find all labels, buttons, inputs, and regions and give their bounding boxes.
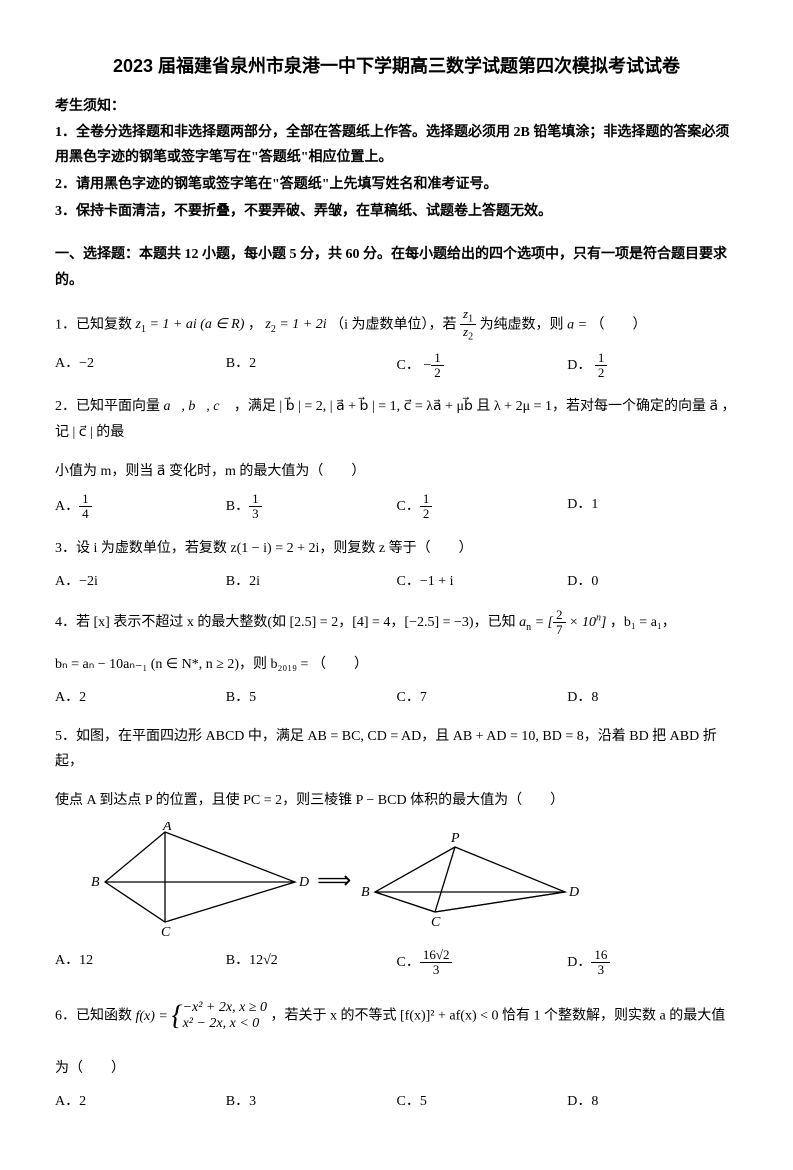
q1-stem-a: 1．已知复数	[55, 317, 136, 332]
fig-arrow: ⟹	[317, 868, 351, 894]
question-4: 4．若 [x] 表示不超过 x 的最大整数(如 [2.5] = 2，[4] = …	[55, 608, 738, 638]
q1-opt-c: C． −12	[397, 351, 568, 381]
q1-opt-a: A．−2	[55, 351, 226, 381]
q4-stem-b: ，b₁ = a₁，	[610, 615, 676, 630]
question-5-line2: 使点 A 到达点 P 的位置，且使 PC = 2，则三棱锥 P − BCD 体积…	[55, 788, 738, 813]
q4-options: A．2 B．5 C．7 D．8	[55, 685, 738, 710]
q2-opt-b-label: B．	[226, 499, 249, 514]
q4-opt-b: B．5	[226, 685, 397, 710]
q6-opt-a: A．2	[55, 1089, 226, 1114]
fig-right-B: B	[361, 885, 370, 900]
question-6: 6．已知函数 f(x) = { −x² + 2x, x ≥ 0 x² − 2x,…	[55, 991, 738, 1041]
fig-left-A: A	[162, 822, 172, 834]
q3-opt-a: A．−2i	[55, 569, 226, 594]
fig-left-C: C	[161, 925, 171, 940]
q1-opt-c-label: C．	[397, 358, 420, 373]
q5-opt-b: B．12√2	[226, 948, 397, 978]
q5-opt-d-label: D．	[567, 955, 591, 970]
q6-stem-a: 6．已知函数	[55, 1009, 136, 1024]
q3-opt-b: B．2i	[226, 569, 397, 594]
q5-opt-b-label: B．	[226, 953, 249, 968]
q2-opt-c: C．12	[397, 492, 568, 522]
q4-opt-c: C．7	[397, 685, 568, 710]
q2-opt-d: D．1	[567, 492, 738, 522]
question-3: 3．设 i 为虚数单位，若复数 z(1 − i) = 2 + 2i，则复数 z …	[55, 536, 738, 561]
notice-header: 考生须知：	[55, 94, 738, 119]
exam-title: 2023 届福建省泉州市泉港一中下学期高三数学试题第四次模拟考试试卷	[55, 50, 738, 82]
q1-opt-d: D． 12	[567, 351, 738, 381]
q2-opt-b: B．13	[226, 492, 397, 522]
q1-stem-b: （i 为虚数单位），若	[330, 317, 460, 332]
q5-opt-c-label: C．	[397, 955, 420, 970]
q6-opt-c: C．5	[397, 1089, 568, 1114]
notice-2: 2．请用黑色字迹的钢笔或签字笔在"答题纸"上先填写姓名和准考证号。	[55, 172, 738, 197]
q1-stem-c: 为纯虚数，则	[480, 317, 568, 332]
q2-opt-a: A．14	[55, 492, 226, 522]
q4-opt-d: D．8	[567, 685, 738, 710]
q1-z2: z2 = 1 + 2i	[265, 317, 326, 332]
q6-func: f(x) = { −x² + 2x, x ≥ 0 x² − 2x, x < 0	[136, 1009, 271, 1024]
q6-stem-c-line: 为（ ）	[55, 1056, 738, 1081]
q2-vecs: a⃗, b⃗, c⃗	[164, 399, 231, 414]
q1-sep1: ，	[248, 317, 262, 332]
q2-stem-a: 2．已知平面向量	[55, 399, 164, 414]
q6-options: A．2 B．3 C．5 D．8	[55, 1089, 738, 1114]
q5-opt-d: D．163	[567, 948, 738, 978]
question-2: 2．已知平面向量 a⃗, b⃗, c⃗ ，满足 | b⃗ | = 2, | a⃗…	[55, 394, 738, 444]
fig-right-P: P	[450, 831, 460, 846]
fig-right-D: D	[568, 885, 579, 900]
q5-figure: A B C D ⟹ P B C D	[85, 822, 605, 942]
question-1: 1．已知复数 z1 = 1 + ai (a ∈ R) ， z2 = 1 + 2i…	[55, 307, 738, 343]
q6-opt-d: D．8	[567, 1089, 738, 1114]
q6-stem-b: ，若关于 x 的不等式 [f(x)]² + af(x) < 0 恰有 1 个整数…	[271, 1009, 726, 1024]
q2-opt-c-label: C．	[397, 499, 420, 514]
q5-options: A．12 B．12√2 C．16√23 D．163	[55, 948, 738, 978]
q2-options: A．14 B．13 C．12 D．1	[55, 492, 738, 522]
notice-1: 1．全卷分选择题和非选择题两部分，全部在答题纸上作答。选择题必须用 2B 铅笔填…	[55, 120, 738, 170]
q1-options: A．−2 B．2 C． −12 D． 12	[55, 351, 738, 381]
q1-stem-e: （ ）	[591, 317, 647, 332]
q1-z1: z1 = 1 + ai (a ∈ R)	[136, 317, 245, 332]
question-5-line1: 5．如图，在平面四边形 ABCD 中，满足 AB = BC, CD = AD，且…	[55, 724, 738, 774]
q4-stem-c-line: bₙ = aₙ − 10aₙ₋₁ (n ∈ N*, n ≥ 2)，则 b₂₀₁₉…	[55, 652, 738, 677]
q6-opt-b: B．3	[226, 1089, 397, 1114]
fig-right-C: C	[431, 915, 441, 930]
q4-stem-a: 4．若 [x] 表示不超过 x 的最大整数(如 [2.5] = 2，[4] = …	[55, 615, 519, 630]
q2-opt-a-label: A．	[55, 499, 79, 514]
q1-frac: z1z2	[460, 307, 476, 343]
q1-opt-b: B．2	[226, 351, 397, 381]
q3-opt-d: D．0	[567, 569, 738, 594]
q3-options: A．−2i B．2i C．−1 + i D．0	[55, 569, 738, 594]
q1-opt-d-label: D．	[567, 358, 591, 373]
q5-opt-c: C．16√23	[397, 948, 568, 978]
q5-opt-a: A．12	[55, 948, 226, 978]
fig-left-B: B	[91, 875, 100, 890]
section-1-header: 一、选择题：本题共 12 小题，每小题 5 分，共 60 分。在每小题给出的四个…	[55, 242, 738, 292]
q4-an: an = [27 × 10n]	[519, 615, 606, 630]
q1-a: a =	[567, 317, 587, 332]
notice-3: 3．保持卡面清洁，不要折叠，不要弄破、弄皱，在草稿纸、试题卷上答题无效。	[55, 199, 738, 224]
q3-opt-c: C．−1 + i	[397, 569, 568, 594]
q2-stem-c-line: 小值为 m，则当 a⃗ 变化时，m 的最大值为（ ）	[55, 459, 738, 484]
q4-opt-a: A．2	[55, 685, 226, 710]
fig-left-D: D	[298, 875, 309, 890]
